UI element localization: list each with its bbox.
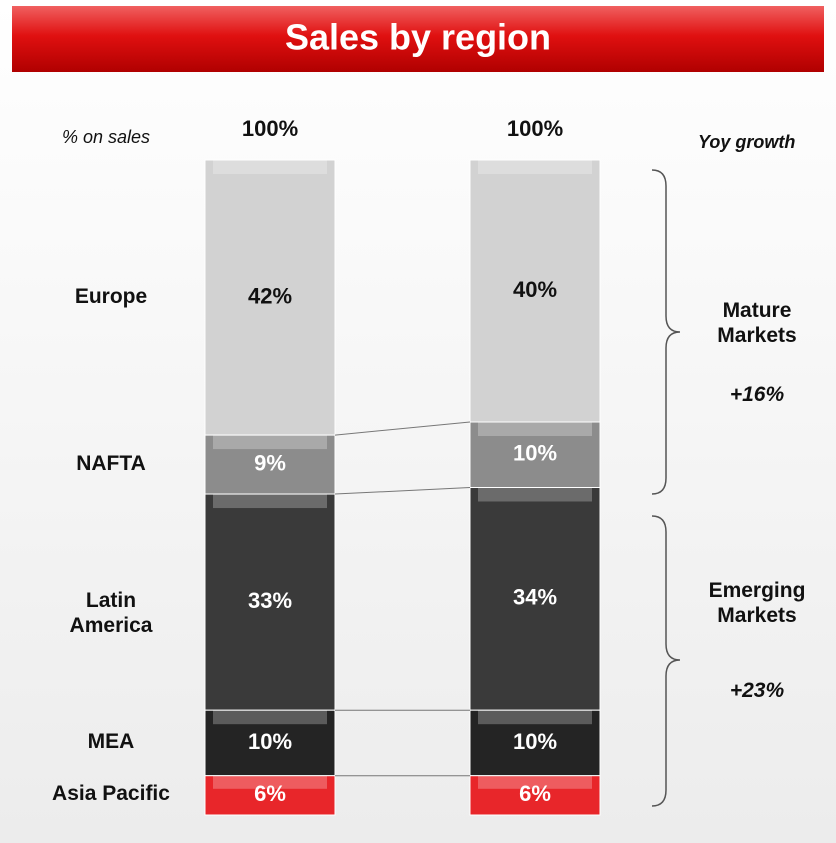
value-label: 33% [248, 588, 292, 613]
series-name: NAFTA [76, 451, 146, 475]
value-label: 10% [248, 729, 292, 754]
total-label: 100% [242, 116, 298, 141]
bar-shine [478, 775, 592, 789]
bar-segment [204, 493, 336, 711]
total-label: 100% [507, 116, 563, 141]
connector [334, 487, 471, 495]
bar-shine [478, 422, 592, 436]
bar-shine [213, 435, 327, 450]
bar-segment [204, 709, 336, 777]
bar-shine [478, 487, 592, 502]
bar-segment [469, 709, 601, 777]
series-name: Latin America [69, 589, 153, 638]
value-label: 34% [513, 585, 557, 610]
bar-shine [213, 160, 327, 174]
bar-segment [204, 159, 336, 436]
growth-note: Yoy growth [698, 132, 796, 152]
value-label: 10% [513, 729, 557, 754]
bar-segment [204, 775, 336, 816]
bar-shine [478, 710, 592, 725]
value-label: 42% [248, 283, 292, 308]
value-label: 9% [254, 450, 286, 475]
group-name: Mature Markets [717, 299, 797, 347]
bar-segment [204, 434, 336, 495]
bar-segment [469, 159, 601, 423]
group-name: Emerging Markets [708, 579, 806, 627]
value-label: 6% [519, 781, 551, 806]
value-label: 6% [254, 781, 286, 806]
chart-title: Sales by region [285, 17, 551, 58]
group-growth: +23% [729, 679, 785, 702]
bar-shine [478, 160, 592, 174]
value-label: 40% [513, 277, 557, 302]
connector [334, 421, 471, 436]
title-bar [12, 6, 824, 72]
bar-shine [213, 775, 327, 789]
bar-shine [213, 494, 327, 509]
brace [651, 169, 681, 495]
series-name: Asia Pacific [52, 782, 170, 806]
series-name: MEA [87, 729, 135, 753]
bar-segment [469, 421, 601, 488]
series-name: Europe [74, 284, 148, 308]
group-growth: +16% [729, 383, 785, 406]
brace [651, 515, 681, 807]
bar-shine [213, 710, 327, 725]
value-label: 10% [513, 441, 557, 466]
axis-note: % on sales [62, 127, 151, 147]
bar-segment [469, 487, 601, 711]
bar-segment [469, 775, 601, 816]
